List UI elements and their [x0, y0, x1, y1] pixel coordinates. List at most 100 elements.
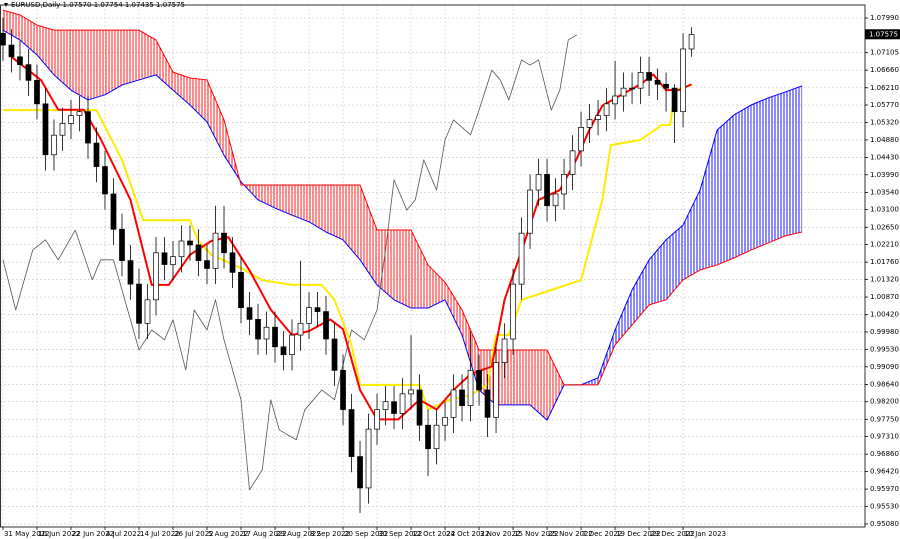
cloud-segment [53, 30, 71, 91]
y-tick-label: 1.07105 [870, 49, 899, 57]
y-tick-label: 0.98640 [870, 380, 899, 388]
candle-body [646, 72, 652, 81]
candle-body [51, 134, 57, 156]
cloud-segment [292, 184, 310, 222]
candle-body [161, 252, 168, 265]
candle-body [272, 326, 278, 348]
cloud-segment [513, 349, 531, 405]
y-tick-label: 1.06660 [870, 66, 899, 74]
candle-body [34, 79, 40, 105]
candle-body [314, 307, 321, 312]
candle-body [204, 260, 210, 269]
candle-body [493, 362, 499, 418]
symbol-icon [4, 3, 8, 7]
candle-body [501, 338, 508, 363]
candle-body [467, 369, 474, 406]
x-tick-label: 5 Aug 2022 [208, 530, 248, 538]
cloud-segment [275, 184, 293, 216]
candle-body [637, 72, 644, 89]
candle-body [365, 428, 372, 489]
cloud-segment [36, 25, 54, 75]
candle-body [153, 252, 159, 301]
cloud-span-b-line [2, 9, 803, 386]
cloud-segment [649, 239, 667, 305]
y-tick-label: 1.05320 [870, 119, 899, 127]
x-tick-label: 15 Nov 2022 [514, 530, 559, 538]
candle-body [348, 409, 355, 457]
candle-body [102, 166, 108, 195]
candle-body [297, 322, 304, 336]
x-tick-label: 10 Jun 2022 [38, 530, 80, 538]
y-tick-label: 0.99530 [870, 346, 899, 354]
cloud-segment [87, 30, 105, 100]
candle-body [357, 456, 363, 489]
cloud [2, 9, 803, 421]
candle-body [629, 87, 635, 90]
cloud-segment [155, 39, 173, 91]
candle-body [17, 56, 23, 66]
cloud-segment [309, 184, 327, 233]
candle-body [289, 334, 295, 356]
candle-body [544, 174, 550, 207]
y-tick-label: 1.03100 [870, 206, 899, 214]
cloud-segment [547, 349, 565, 421]
y-tick-label: 0.97750 [870, 415, 899, 423]
x-tick-label: 12 Oct 2022 [412, 530, 455, 538]
chart-title: EURUSD,Daily 1.07570 1.07754 1.07435 1.0… [11, 1, 185, 9]
candle-body [586, 119, 593, 128]
candle-body [578, 127, 584, 152]
candle-body [408, 389, 414, 395]
x-tick-label: 24 Oct 2022 [446, 530, 489, 538]
cloud-segment [615, 290, 633, 345]
x-tick-label: 31 May 2022 [4, 530, 50, 538]
cloud-segment [190, 77, 208, 122]
candle-body [671, 87, 678, 113]
y-tick-label: 0.96420 [870, 467, 899, 475]
candle-body [187, 240, 193, 246]
y-tick-label: 0.99980 [870, 328, 899, 336]
candle-body [42, 103, 49, 156]
y-tick-label: 1.03540 [870, 188, 899, 196]
candle-body [688, 34, 695, 50]
y-tick-label: 0.99090 [870, 363, 899, 371]
x-tick-label: 7 Dec 2022 [582, 530, 622, 538]
candle-body [331, 338, 338, 371]
candle-body [76, 111, 83, 116]
cloud-segment [700, 130, 718, 271]
y-tick-label: 1.00870 [870, 293, 899, 301]
y-tick-label: 1.05770 [870, 101, 899, 109]
y-tick-label: 0.95080 [870, 520, 899, 528]
x-tick-label: 19 Dec 2022 [616, 530, 661, 538]
cloud-segment [683, 190, 701, 280]
cloud-segment [138, 30, 156, 80]
y-tick-label: 0.95970 [870, 485, 899, 493]
candle-body [654, 79, 661, 85]
cloud-segment [19, 14, 37, 55]
candle-body [433, 424, 440, 450]
candle-body [195, 244, 202, 261]
candle-body [221, 232, 227, 254]
candle-body [561, 174, 567, 195]
candle-body [518, 232, 525, 285]
candle-body [476, 369, 482, 391]
candle-body [569, 150, 576, 175]
candle-body [323, 311, 329, 340]
candle-body [170, 256, 176, 265]
candle-body [399, 393, 406, 414]
cloud-segment [104, 30, 122, 95]
candle-body [229, 252, 236, 273]
cloud-segment [632, 259, 650, 325]
candle-body [263, 326, 270, 340]
candle-body [552, 193, 559, 207]
cloud-segment [734, 105, 752, 258]
y-tick-label: 0.97310 [870, 433, 899, 441]
cloud-segment [326, 184, 344, 240]
cloud-segment [394, 230, 412, 309]
y-tick-label: 1.01320 [870, 275, 899, 283]
cloud-segment [207, 79, 225, 156]
candle-body [620, 87, 627, 97]
y-tick-label: 1.01760 [870, 258, 899, 266]
x-tick-label: 25 Nov 2022 [548, 530, 593, 538]
y-tick-label: 0.98200 [870, 398, 899, 406]
